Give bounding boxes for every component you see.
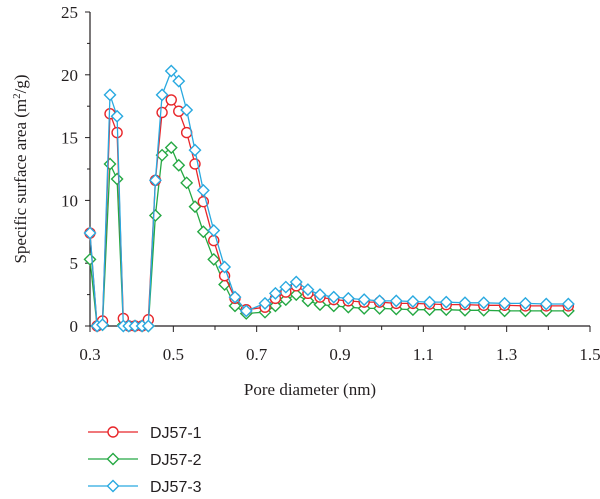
data-point-dj57-3 [239,304,253,318]
data-point-dj57-3 [289,275,303,289]
data-point-dj57-3 [148,173,162,187]
data-point-dj57-3 [341,291,355,305]
legend-swatch-marker [107,426,119,438]
x-tick-label: 0.5 [163,345,184,364]
data-point-dj57-3 [141,319,155,333]
data-point-dj57-3 [180,103,194,117]
legend-swatch-marker [106,452,120,466]
y-axis-title: Specific surface area (m2/g) [11,74,30,263]
data-point-dj57-3 [539,297,553,311]
legend-label: DJ57-3 [150,479,202,496]
data-point-dj57-3 [373,294,387,308]
legend-item-dj57-1: DJ57-1 [88,425,202,442]
data-point-dj57-3 [458,296,472,310]
data-point-dj57-3 [327,290,341,304]
legend-swatch-marker [106,479,120,493]
data-point-dj57-3 [155,88,169,102]
data-point-dj57-3 [96,318,109,332]
x-tick-label: 1.1 [413,345,434,364]
legend-item-dj57-3: DJ57-3 [88,479,202,496]
x-tick-label: 1.5 [579,345,600,364]
x-tick-label: 0.9 [329,345,350,364]
data-point-dj57-2 [180,176,194,190]
x-tick-label: 1.3 [496,345,517,364]
data-point-dj57-3 [218,260,232,274]
series-line-dj57-1 [89,99,569,327]
y-axis-title-tail: /g) [11,74,30,93]
y-tick-label: 5 [70,254,79,273]
data-point-dj57-2 [148,208,162,222]
data-point-dj57-3 [279,280,293,294]
y-axis-title-main: Specific surface area (m [11,99,30,264]
data-point-dj57-3 [258,296,272,310]
data-point-dj57-3 [188,143,202,157]
data-point-dj57-3 [561,297,575,311]
legend-label: DJ57-2 [150,452,202,469]
y-tick-label: 20 [61,66,78,85]
y-tick-label: 0 [70,317,79,336]
x-tick-label: 0.7 [246,345,268,364]
data-point-dj57-3 [498,296,512,310]
data-point-dj57-1 [156,106,168,119]
y-tick-label: 10 [61,191,78,210]
data-point-dj57-3 [439,295,453,309]
data-point-dj57-3 [301,283,315,297]
data-point-dj57-1 [165,94,177,106]
data-point-dj57-3 [164,64,178,78]
data-point-dj57-2 [289,288,303,302]
data-point-dj57-2 [164,141,178,155]
y-tick-label: 25 [61,3,78,22]
x-axis-title: Pore diameter (nm) [244,380,376,399]
data-point-dj57-3 [110,109,124,123]
legend-item-dj57-2: DJ57-2 [88,452,202,469]
data-point-dj57-3 [228,290,242,304]
data-point-dj57-3 [518,296,532,310]
data-point-dj57-3 [83,226,97,240]
legend: DJ57-1 DJ57-2 DJ57-3 [88,425,202,496]
legend-label: DJ57-1 [150,425,202,442]
data-point-dj57-3 [103,88,117,102]
x-tick-label: 0.3 [79,345,100,364]
data-point-dj57-3 [313,288,327,302]
axes: 0 5 10 15 20 25 0.3 0.5 0.7 0.9 1.1 1.3 1.5 Pore diam… [11,3,600,399]
data-point-dj57-2 [103,157,117,171]
data-point-dj57-3 [172,74,186,88]
data-point-dj57-2 [172,158,186,172]
data-point-dj57-2 [196,225,210,239]
data-point-dj57-3 [423,295,437,309]
data-point-dj57-3 [406,295,420,308]
data-point-dj57-3 [196,183,210,197]
y-tick-label: 15 [61,129,78,148]
series-dj57-3 [83,64,575,333]
data-point-dj57-2 [110,172,124,186]
y-axis-title-sup: 2 [11,93,23,99]
data-point-dj57-2 [207,252,221,266]
data-point-dj57-3 [477,296,491,310]
series-layer [83,64,575,333]
data-point-dj57-3 [389,294,403,308]
data-point-dj57-3 [207,224,221,238]
data-point-dj57-3 [357,293,371,307]
data-point-dj57-3 [268,286,282,300]
